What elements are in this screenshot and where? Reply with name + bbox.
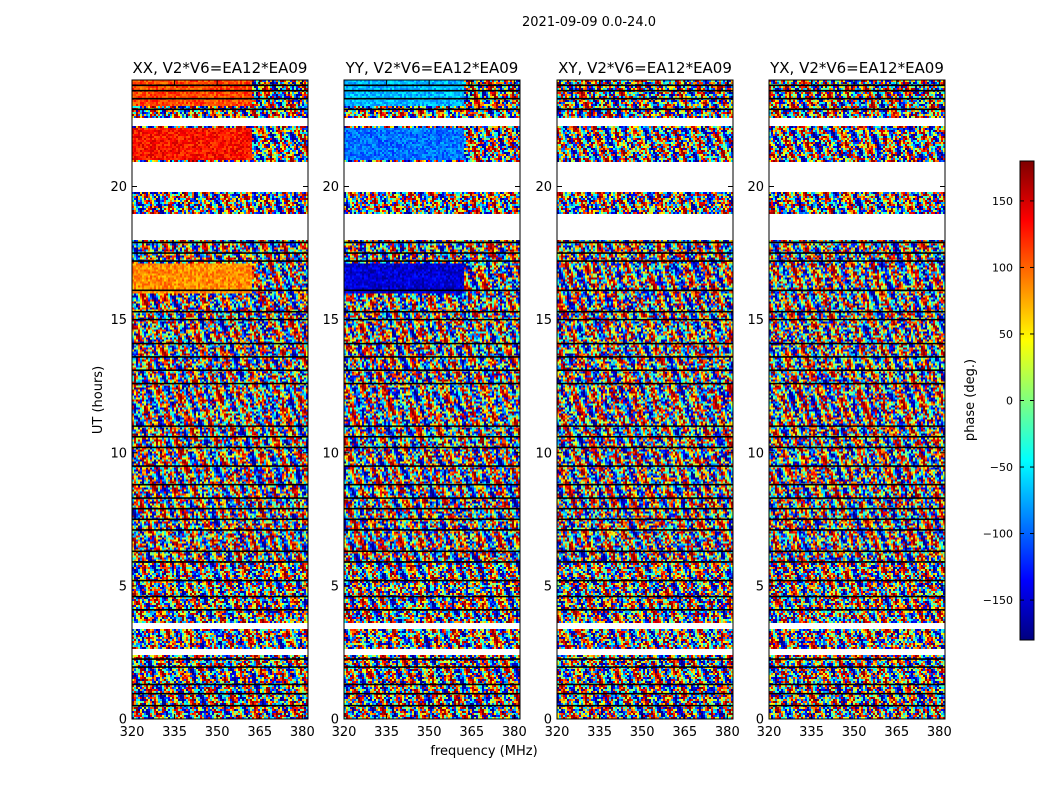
panel-frame <box>768 79 946 720</box>
x-tick-label: 335 <box>799 725 824 740</box>
x-tick-label: 350 <box>842 725 867 740</box>
y-tick-label: 20 <box>535 180 552 195</box>
x-tick-label: 320 <box>120 725 145 740</box>
colorbar: 150 100 50 0 −50 −100 −150 phase (deg.) <box>963 160 1035 641</box>
y-tick-label: 10 <box>747 446 764 461</box>
y-tick-label: 5 <box>544 579 552 594</box>
y-tick-label: 15 <box>535 313 552 328</box>
y-tick-label: 15 <box>322 313 339 328</box>
panel: YY, V2*V6=EA12*EA09 320 335 350 365 380 0 5 10 15… <box>322 59 526 740</box>
x-tick-label: 320 <box>545 725 570 740</box>
phase-heatmap <box>769 80 945 719</box>
colorbar-tick-label: 50 <box>999 328 1013 341</box>
panels: XX, V2*V6=EA12*EA09 320 335 350 365 380 0 5 10 15… <box>110 59 951 740</box>
colorbar-tick-label: −150 <box>983 594 1013 607</box>
panel-title: XX, V2*V6=EA12*EA09 <box>133 59 308 77</box>
colorbar-ticks: 150 100 50 0 −50 −100 −150 <box>983 195 1034 607</box>
x-tick-label: 380 <box>290 725 315 740</box>
x-tick-label: 335 <box>374 725 399 740</box>
panel-frame <box>131 79 309 720</box>
y-tick-label: 15 <box>747 313 764 328</box>
y-tick-label: 5 <box>331 579 339 594</box>
y-tick-label: 20 <box>747 180 764 195</box>
y-tick-label: 0 <box>331 713 339 728</box>
panel-title: YX, V2*V6=EA12*EA09 <box>769 59 944 77</box>
x-tick-label: 320 <box>757 725 782 740</box>
colorbar-label: phase (deg.) <box>963 359 978 441</box>
x-tick-label: 335 <box>162 725 187 740</box>
phase-heatmap <box>132 80 308 719</box>
x-tick-label: 365 <box>459 725 484 740</box>
x-tick-label: 335 <box>587 725 612 740</box>
colorbar-tick-label: −50 <box>990 461 1013 474</box>
y-tick-label: 0 <box>756 713 764 728</box>
y-tick-label: 0 <box>544 713 552 728</box>
panel-frame <box>556 79 734 720</box>
y-tick-label: 10 <box>535 446 552 461</box>
x-tick-label: 350 <box>205 725 230 740</box>
y-tick-label: 20 <box>322 180 339 195</box>
x-tick-label: 350 <box>630 725 655 740</box>
x-tick-label: 320 <box>332 725 357 740</box>
colorbar-tick-label: 0 <box>1006 395 1013 408</box>
x-tick-label: 380 <box>927 725 952 740</box>
y-tick-label: 15 <box>110 313 127 328</box>
phase-heatmap <box>344 80 520 719</box>
panel: YX, V2*V6=EA12*EA09 320 335 350 365 380 0 5 10 15… <box>747 59 951 740</box>
x-axis-label: frequency (MHz) <box>430 744 537 759</box>
colorbar-tick-label: −100 <box>983 528 1013 541</box>
y-tick-label: 10 <box>110 446 127 461</box>
x-tick-label: 350 <box>417 725 442 740</box>
panel: XX, V2*V6=EA12*EA09 320 335 350 365 380 0 5 10 15… <box>110 59 314 740</box>
panel-frame <box>343 79 521 720</box>
y-tick-label: 0 <box>119 713 127 728</box>
y-axis-label: UT (hours) <box>91 366 106 434</box>
x-tick-label: 380 <box>715 725 740 740</box>
y-tick-label: 5 <box>756 579 764 594</box>
colorbar-tick-label: 150 <box>992 195 1013 208</box>
y-tick-label: 5 <box>119 579 127 594</box>
figure-title: 2021-09-09 0.0-24.0 <box>522 15 656 30</box>
y-tick-label: 10 <box>322 446 339 461</box>
panel-title: XY, V2*V6=EA12*EA09 <box>558 59 732 77</box>
x-tick-label: 365 <box>672 725 697 740</box>
panel: XY, V2*V6=EA12*EA09 320 335 350 365 380 0 5 10 15… <box>535 59 739 740</box>
y-tick-label: 20 <box>110 180 127 195</box>
x-tick-label: 380 <box>502 725 527 740</box>
x-tick-label: 365 <box>884 725 909 740</box>
phase-heatmap <box>557 80 733 719</box>
x-tick-label: 365 <box>247 725 272 740</box>
panel-title: YY, V2*V6=EA12*EA09 <box>345 59 519 77</box>
colorbar-tick-label: 100 <box>992 261 1013 274</box>
